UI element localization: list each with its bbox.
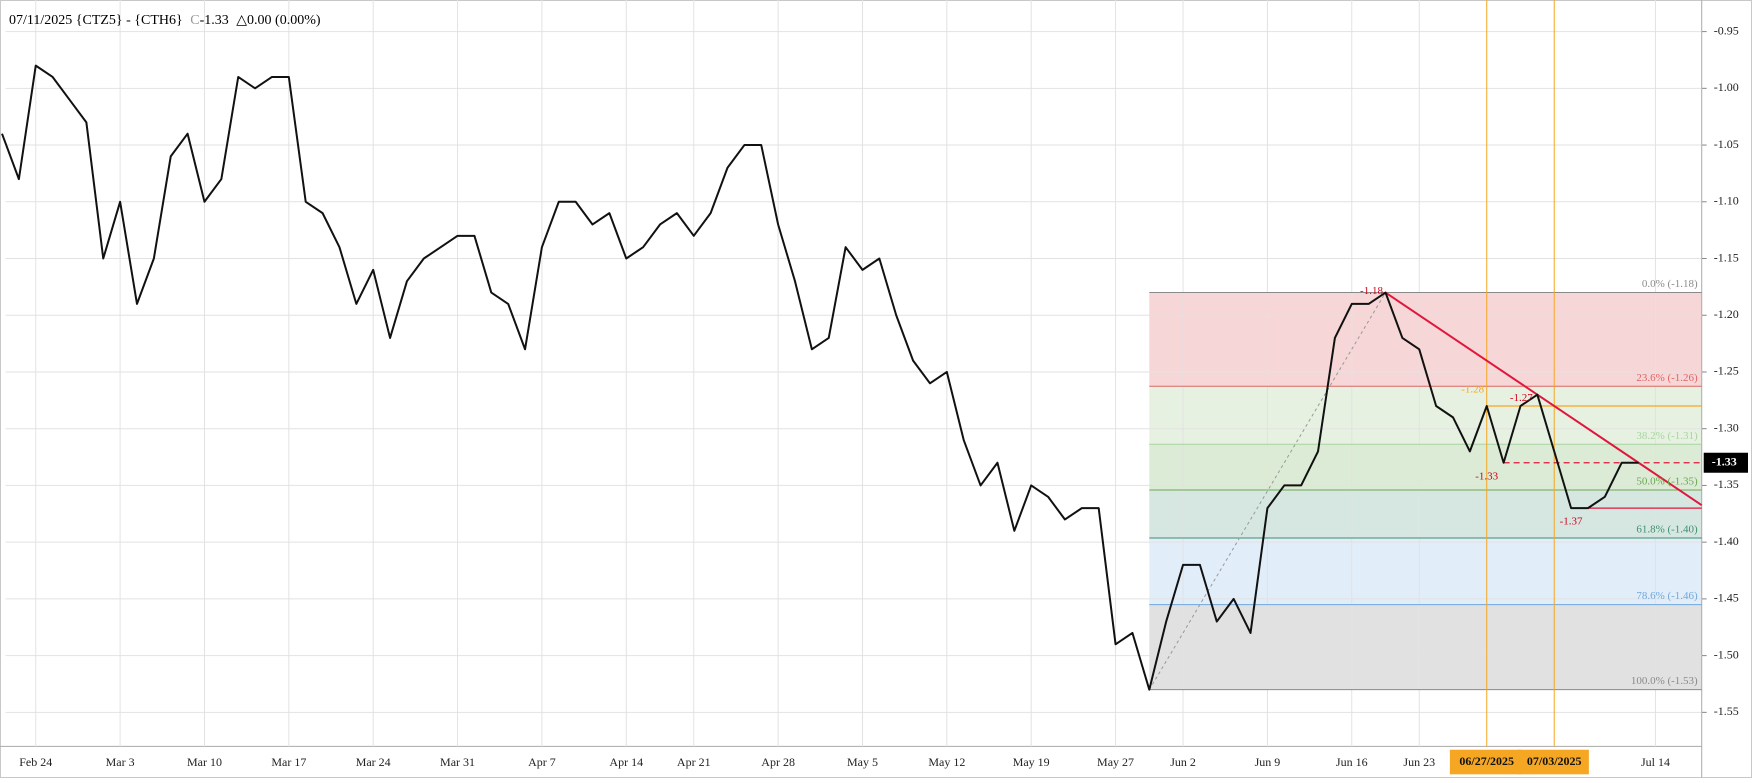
y-tick-label: -1.05 xyxy=(1714,137,1739,151)
labels: -0.95 -1.00 -1.05 -1.10 -1.15 -1.20 -1.25 -1.30… xyxy=(19,23,1748,775)
y-tick-label: -0.95 xyxy=(1714,23,1739,37)
x-tick-label: Apr 14 xyxy=(609,755,643,769)
x-tick-label: Apr 28 xyxy=(761,755,795,769)
fib-zone xyxy=(1149,489,1702,538)
x-tick-label: Mar 3 xyxy=(106,755,135,769)
price-line-layer xyxy=(1,64,1639,691)
y-tick-label: -1.40 xyxy=(1714,534,1739,548)
fib-zone xyxy=(1149,604,1702,690)
fib-zone xyxy=(1149,386,1702,445)
x-tick-label: Jun 2 xyxy=(1170,755,1196,769)
y-tick-label: -1.35 xyxy=(1714,477,1739,491)
fib-level-label: 78.6% (-1.46) xyxy=(1636,590,1698,602)
header: 07/11/2025 {CTZ5} - {CTH6} C-1.33 △0.00 … xyxy=(9,13,321,28)
date-marker-label: 07/03/2025 xyxy=(1527,754,1582,768)
y-tick-label: -1.30 xyxy=(1714,420,1739,434)
close-prefix: C xyxy=(190,13,199,28)
fib-diagonal xyxy=(1148,292,1386,690)
fib-zone xyxy=(1149,444,1702,490)
x-tick-label: Jun 9 xyxy=(1255,755,1281,769)
x-tick-label: Apr 7 xyxy=(528,755,556,769)
fib-level-label: 38.2% (-1.31) xyxy=(1636,430,1698,442)
fib-level-label: 61.8% (-1.40) xyxy=(1636,523,1698,535)
y-tick-label: -1.10 xyxy=(1714,194,1739,208)
fib-level-label: 50.0% (-1.35) xyxy=(1636,476,1698,488)
pivot-label: -1.37 xyxy=(1560,516,1583,528)
y-tick-label: -1.20 xyxy=(1714,307,1739,321)
fib-level-label: 23.6% (-1.26) xyxy=(1636,372,1698,384)
x-tick-label: May 5 xyxy=(847,755,878,769)
trendline xyxy=(1384,291,1703,507)
x-tick-label: Mar 17 xyxy=(271,755,306,769)
date-marker-box xyxy=(1517,749,1589,775)
grid xyxy=(0,0,1707,778)
y-tick-label: -1.55 xyxy=(1714,704,1739,718)
y-tick-label: -1.50 xyxy=(1714,647,1739,661)
change: △0.00 (0.00%) xyxy=(236,13,321,28)
x-tick-label: May 19 xyxy=(1013,755,1050,769)
fib-level-label: 100.0% (-1.53) xyxy=(1631,675,1698,687)
x-tick-label: Jul 14 xyxy=(1641,755,1670,769)
pivot-label: -1.33 xyxy=(1475,470,1498,482)
x-tick-label: May 12 xyxy=(928,755,965,769)
x-tick-label: Mar 31 xyxy=(440,755,475,769)
x-tick-label: Jun 23 xyxy=(1403,755,1435,769)
fib-zones xyxy=(1149,292,1702,690)
y-tick-label: -1.00 xyxy=(1714,80,1739,94)
fib-level-label: 0.0% (-1.18) xyxy=(1642,278,1698,290)
pivot-label: -1.27 xyxy=(1510,392,1533,404)
fib-zone xyxy=(1149,537,1702,605)
x-tick-label: Mar 10 xyxy=(187,755,222,769)
x-tick-label: May 27 xyxy=(1097,755,1134,769)
date-marker-label: 06/27/2025 xyxy=(1459,754,1514,768)
last-price-label: -1.33 xyxy=(1712,454,1737,468)
drawings xyxy=(1148,0,1703,747)
close-value: -1.33 xyxy=(200,13,229,28)
pivot-label: -1.18 xyxy=(1360,285,1383,297)
x-tick-label: Mar 24 xyxy=(356,755,391,769)
y-tick-label: -1.15 xyxy=(1714,250,1739,264)
x-tick-label: Apr 21 xyxy=(677,755,711,769)
y-tick-label: -1.25 xyxy=(1714,364,1739,378)
last-price-box xyxy=(1703,452,1748,473)
x-tick-label: Feb 24 xyxy=(19,755,52,769)
y-tick-label: -1.45 xyxy=(1714,591,1739,605)
x-tick-label: Jun 16 xyxy=(1336,755,1368,769)
chart-title: 07/11/2025 {CTZ5} - {CTH6} xyxy=(9,13,183,28)
pivot-label: -1.28 xyxy=(1461,384,1484,396)
date-marker-box xyxy=(1449,749,1522,775)
price-line xyxy=(1,64,1639,691)
